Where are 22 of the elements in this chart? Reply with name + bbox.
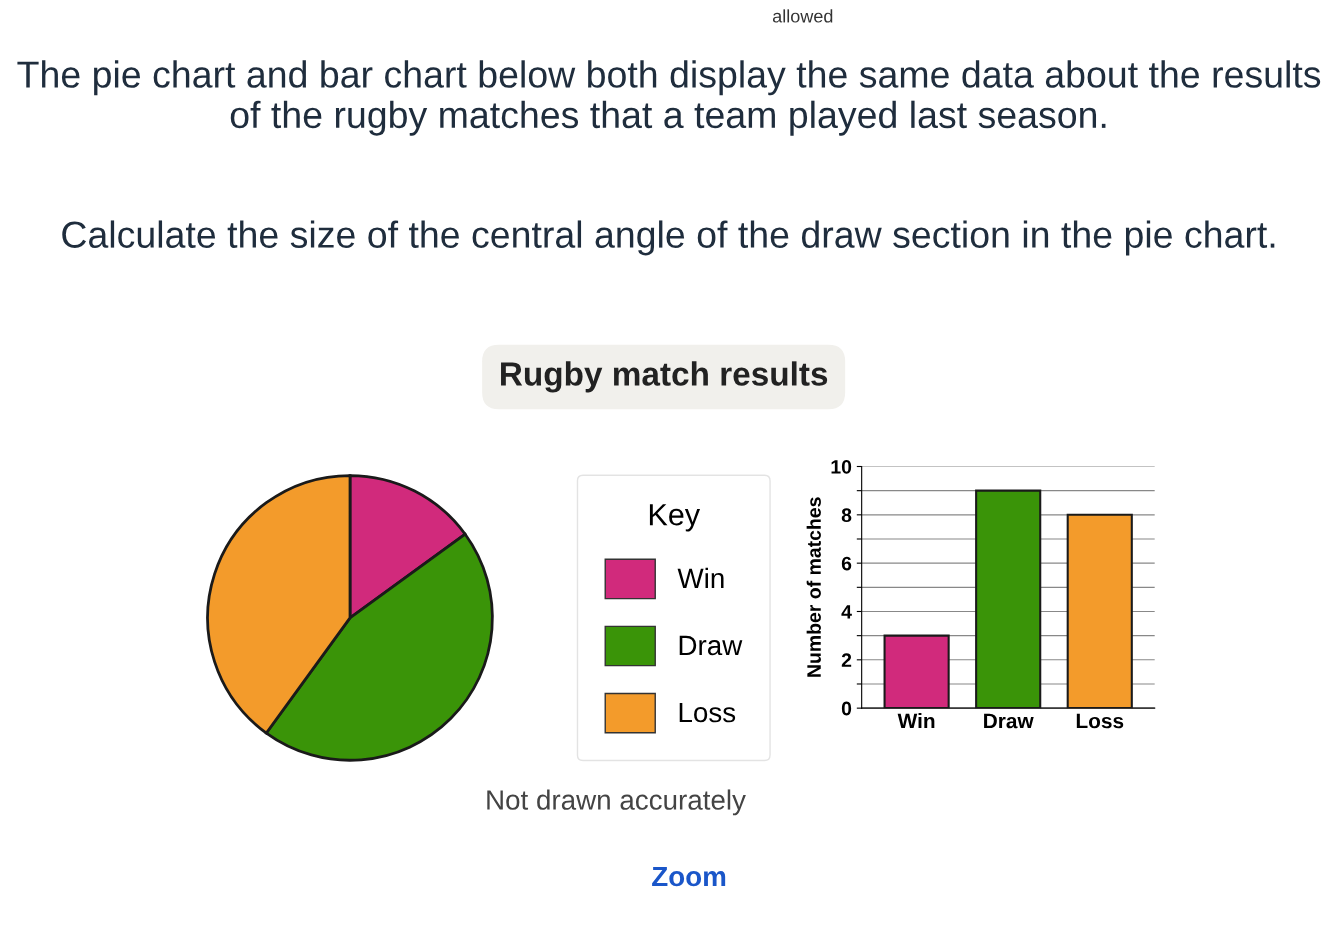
x-tick-label: Loss <box>1076 713 1124 729</box>
y-tick-label: 0 <box>841 701 852 716</box>
legend-label: Win <box>677 567 724 588</box>
x-tick-label: Draw <box>984 713 1034 729</box>
y-axis-title: Number of matches <box>806 497 821 677</box>
y-tick-label: 4 <box>841 605 852 619</box>
y-tick-label: 6 <box>841 556 852 571</box>
y-tick-label: 2 <box>841 653 852 667</box>
text: Not drawn accurately <box>487 789 746 816</box>
x-tick-label: Win <box>897 713 935 729</box>
y-tick-label: 8 <box>841 508 852 523</box>
bar <box>883 634 950 709</box>
text: Zoom <box>652 866 726 887</box>
legend-label: Draw <box>679 635 743 656</box>
chart-title: Rugby match results <box>501 361 828 393</box>
legend-title: Key <box>649 504 701 532</box>
y-tick-label: 10 <box>831 459 852 474</box>
text: allowed <box>772 9 833 23</box>
text: Calculate the size of the central angle of the draw section in the pie chart. <box>62 220 1275 256</box>
bar <box>975 489 1042 709</box>
text: The pie chart and bar chart below both display the same data about the results of the rugby matches that a team played last season. <box>17 60 1321 136</box>
bar <box>1066 513 1133 709</box>
